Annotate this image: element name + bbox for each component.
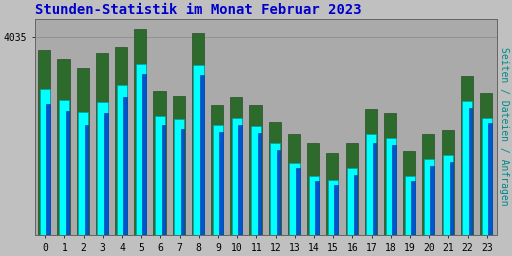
Bar <box>309 176 319 256</box>
Bar <box>270 143 281 256</box>
Bar <box>373 143 376 256</box>
Bar <box>57 59 70 256</box>
Bar <box>288 134 300 256</box>
Y-axis label: Seiten / Dateien / Anfragen: Seiten / Dateien / Anfragen <box>499 47 508 206</box>
Bar <box>296 168 300 256</box>
Bar <box>347 167 357 256</box>
Bar <box>40 89 50 256</box>
Bar <box>38 50 50 256</box>
Bar <box>154 91 165 256</box>
Bar <box>365 109 377 256</box>
Bar <box>315 181 319 256</box>
Bar <box>104 113 108 256</box>
Bar <box>77 68 89 256</box>
Bar <box>85 125 89 256</box>
Bar <box>97 102 108 256</box>
Bar <box>392 145 396 256</box>
Bar <box>269 122 281 256</box>
Bar <box>211 105 223 256</box>
Bar <box>354 175 357 256</box>
Bar <box>96 53 108 256</box>
Bar <box>326 153 338 256</box>
Bar <box>212 125 223 256</box>
Bar <box>334 185 338 256</box>
Bar <box>404 176 415 256</box>
Bar <box>469 108 473 256</box>
Bar <box>181 129 184 256</box>
Bar <box>411 181 415 256</box>
Bar <box>431 166 434 256</box>
Bar <box>307 143 319 256</box>
Bar <box>155 116 165 256</box>
Bar <box>174 119 184 256</box>
Bar <box>200 75 204 256</box>
Bar <box>462 101 473 256</box>
Bar <box>142 73 146 256</box>
Bar <box>424 159 434 256</box>
Bar <box>66 111 69 256</box>
Bar <box>384 113 396 256</box>
Bar <box>219 132 223 256</box>
Bar <box>277 150 281 256</box>
Bar <box>488 123 492 256</box>
Bar <box>346 143 357 256</box>
Bar <box>422 134 434 256</box>
Bar <box>232 118 242 256</box>
Bar <box>461 76 473 256</box>
Bar <box>162 125 165 256</box>
Bar <box>134 29 146 256</box>
Bar <box>115 47 127 256</box>
Bar <box>481 118 492 256</box>
Bar <box>230 97 242 256</box>
Bar <box>192 33 204 256</box>
Bar <box>289 163 300 256</box>
Bar <box>450 162 453 256</box>
Bar <box>441 130 454 256</box>
Bar <box>366 134 376 256</box>
Bar <box>47 104 50 256</box>
Text: Stunden-Statistik im Monat Februar 2023: Stunden-Statistik im Monat Februar 2023 <box>35 4 361 17</box>
Bar <box>59 100 69 256</box>
Bar <box>386 138 396 256</box>
Bar <box>123 97 127 256</box>
Bar <box>443 155 453 256</box>
Bar <box>136 65 146 256</box>
Bar <box>328 180 338 256</box>
Bar <box>117 85 127 256</box>
Bar <box>249 105 262 256</box>
Bar <box>480 93 492 256</box>
Bar <box>173 95 185 256</box>
Bar <box>78 112 89 256</box>
Bar <box>403 151 415 256</box>
Bar <box>251 126 261 256</box>
Bar <box>258 133 261 256</box>
Bar <box>194 65 204 256</box>
Bar <box>239 125 242 256</box>
